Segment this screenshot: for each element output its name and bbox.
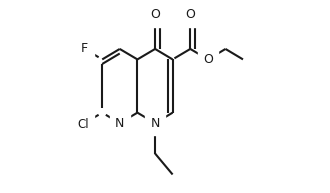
Text: N: N: [150, 117, 160, 130]
Text: O: O: [185, 8, 195, 21]
Text: Cl: Cl: [77, 118, 89, 131]
Text: O: O: [203, 53, 213, 66]
Text: F: F: [81, 42, 88, 55]
Text: N: N: [115, 117, 124, 130]
Text: O: O: [150, 8, 160, 21]
